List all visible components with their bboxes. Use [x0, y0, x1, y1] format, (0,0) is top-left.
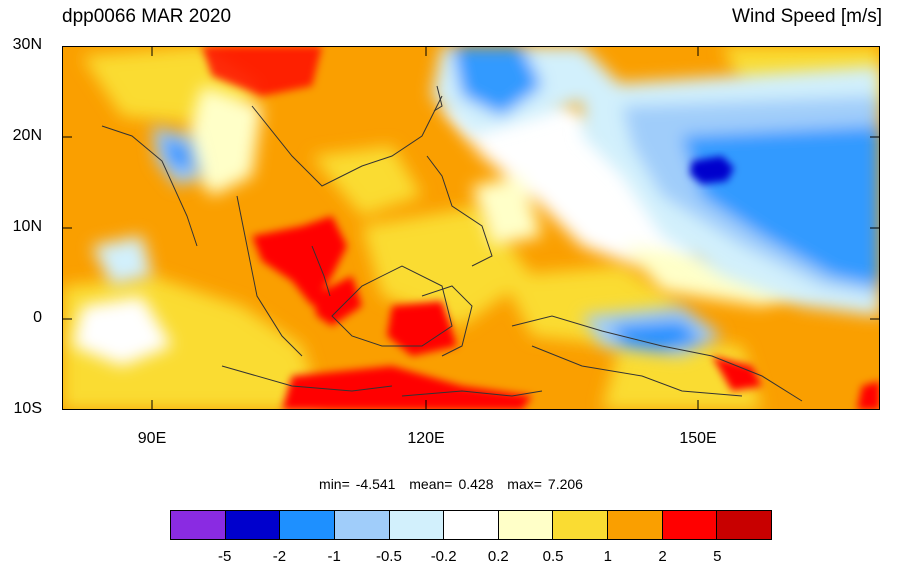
- colorbar-tick-label: 0.5: [542, 548, 564, 565]
- map-panel: [62, 46, 880, 410]
- max-value: 7.206: [547, 476, 583, 492]
- colorbar-swatch: [444, 511, 499, 539]
- lon-label-120e: 120E: [407, 430, 445, 447]
- plot-title: dpp0066 MAR 2020: [62, 6, 232, 27]
- colorbar: [170, 510, 772, 540]
- colorbar-tick-label: -0.2: [430, 548, 457, 565]
- colorbar-swatch: [717, 511, 772, 539]
- colorbar-swatch: [662, 511, 718, 539]
- mean-value: 0.428: [458, 476, 494, 492]
- min-value: -4.541: [355, 476, 396, 492]
- mean-label: mean=: [409, 476, 453, 492]
- colorbar-swatch: [389, 511, 445, 539]
- min-label: min=: [319, 476, 350, 492]
- field-positive-large: [202, 46, 880, 410]
- colorbar-tick-label: -1: [327, 548, 341, 565]
- wind-speed-map: [62, 46, 880, 410]
- lat-label-0: 0: [33, 309, 42, 326]
- lon-label-150e: 150E: [679, 430, 717, 447]
- colorbar-tick-label: -2: [272, 548, 287, 565]
- lon-label-90e: 90E: [137, 430, 167, 447]
- colorbar-swatch: [171, 511, 226, 539]
- lat-label-20n: 20N: [12, 127, 42, 144]
- lat-label-10n: 10N: [12, 218, 42, 235]
- colorbar-swatch: [498, 511, 554, 539]
- colorbar-swatch: [225, 511, 281, 539]
- map-border: [62, 46, 880, 410]
- map-ticks: [62, 46, 880, 410]
- colorbar-swatch: [280, 511, 335, 539]
- colorbar-tick-label: -0.5: [375, 548, 402, 565]
- max-label: max=: [507, 476, 542, 492]
- colorbar-tick-label: 2: [658, 548, 667, 565]
- lat-label-30n: 30N: [12, 36, 42, 53]
- colorbar-tick-label: 0.2: [487, 548, 509, 565]
- variable-title: Wind Speed [m/s]: [732, 6, 882, 27]
- field-min-core: [690, 156, 734, 184]
- field-negative: [92, 46, 880, 356]
- colorbar-tick-label: 5: [713, 548, 722, 565]
- colorbar-tick-label: 1: [603, 548, 612, 565]
- colorbar-swatch: [608, 511, 663, 539]
- colorbar-swatch: [334, 511, 390, 539]
- colorbar-tick-label: -5: [218, 548, 232, 565]
- coastlines: [101, 85, 803, 402]
- statistics-line: min= -4.541 mean= 0.428 max= 7.206: [0, 476, 902, 492]
- lat-label-10s: 10S: [13, 400, 42, 417]
- colorbar-swatch: [553, 511, 609, 539]
